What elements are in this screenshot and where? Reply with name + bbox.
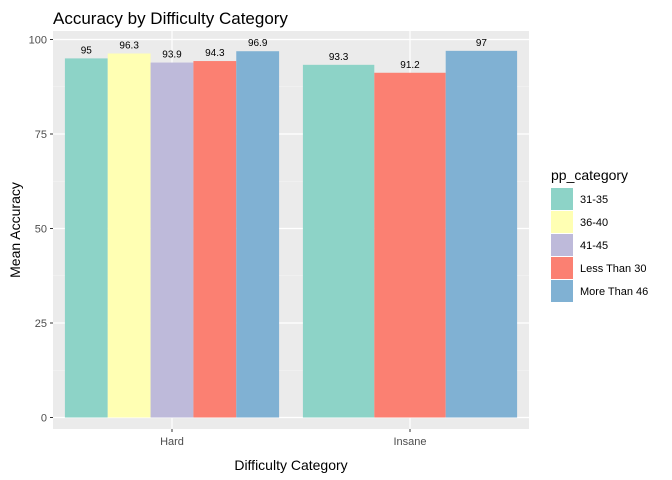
bar [236,51,280,418]
legend-key [551,280,573,302]
y-tick-label: 25 [35,318,47,330]
legend-label: 31-35 [580,194,608,206]
data-label: 96.3 [119,40,139,51]
bar [302,64,375,418]
data-label: 97 [476,38,488,49]
data-label: 95 [81,45,93,56]
bar [64,58,108,418]
legend-title: pp_category [551,167,628,183]
y-tick-label: 0 [41,413,47,425]
x-axis-title: Difficulty Category [234,457,347,473]
data-label: 93.9 [162,50,182,61]
legend-label: 36-40 [580,217,608,229]
chart-title: Accuracy by Difficulty Category [53,9,288,28]
data-label: 91.2 [400,60,420,71]
y-axis-title: Mean Accuracy [7,182,23,278]
bar [445,50,518,418]
legend-key [551,234,573,256]
bar [150,62,194,418]
x-axis: Hard Insane [160,429,427,448]
x-tick-label: Hard [160,436,184,448]
y-tick-label: 75 [35,129,47,141]
legend-key [551,188,573,210]
data-label: 94.3 [205,48,225,59]
data-label: 96.9 [248,38,268,49]
legend-key [551,257,573,279]
y-tick-label: 100 [29,35,47,47]
legend-key [551,211,573,233]
legend-label: 41-45 [580,240,608,252]
data-label: 93.3 [329,52,349,63]
bar [374,72,446,418]
y-tick-label: 50 [35,224,47,236]
bar [107,53,151,418]
bars [64,50,518,418]
bar [193,61,237,418]
legend-label: Less Than 30 [580,263,646,275]
legend-label: More Than 46 [580,286,648,298]
x-tick-label: Insane [393,436,426,448]
data-labels: 95 96.3 93.9 94.3 96.9 93.3 91.2 97 [81,38,488,71]
y-axis: 0 25 50 75 100 [29,35,53,425]
legend: pp_category 31-35 36-40 41-45 Less Than 30 M… [551,167,648,302]
